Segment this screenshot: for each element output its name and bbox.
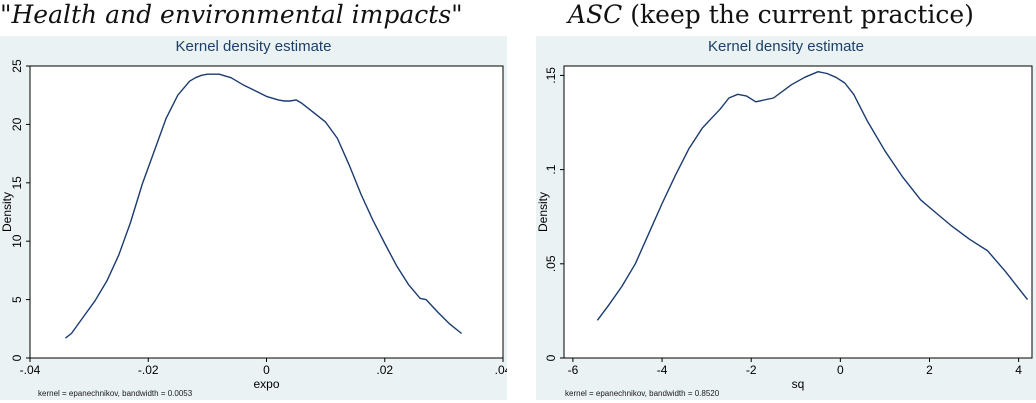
caption-right-italic: ASC [568, 0, 623, 29]
chart-panel-sq: Kernel density estimate 0.05.1.15 -6 -4 -2 0… [536, 36, 1036, 400]
plot-area [29, 65, 504, 359]
x-tick-label: .04 [495, 363, 507, 377]
x-tick-label: -4 [657, 363, 668, 377]
caption-right-rest: (keep the current practice) [622, 0, 974, 29]
y-axis-label: Density [536, 192, 550, 232]
chart-note: kernel = epanechnikov, bandwidth = 0.852… [565, 389, 720, 398]
x-tick-label: 0 [837, 363, 844, 377]
y-tick-label: 25 [10, 59, 24, 73]
x-tick-label: -.04 [20, 363, 41, 377]
x-tick-label: -6 [568, 363, 579, 377]
chart-title: Kernel density estimate [175, 38, 332, 55]
chart-panel-expo: Kernel density estimate 0 5 10 15 20 25 -.04 -.… [0, 36, 507, 400]
x-tick-label: 4 [1015, 363, 1022, 377]
y-tick-label: 5 [10, 296, 24, 303]
x-tick-label: .02 [376, 363, 393, 377]
density-line [65, 73, 463, 339]
caption-right: ASC (keep the current practice) [568, 0, 974, 29]
y-tick-label: 15 [10, 176, 24, 190]
y-tick-label: 0 [10, 354, 24, 361]
x-tick-label: -.02 [138, 363, 159, 377]
caption-left: "Health and environmental impacts" [0, 0, 463, 29]
y-tick-label: .15 [544, 67, 558, 84]
y-tick-label: .05 [544, 255, 558, 272]
y-axis-label: Density [0, 192, 14, 232]
y-tick-label: .1 [544, 164, 558, 174]
y-tick-label: 0 [544, 354, 558, 361]
chart-note: kernel = epanechnikov, bandwidth = 0.005… [38, 389, 193, 398]
density-line [596, 71, 1029, 321]
chart-expo: 0 5 10 15 20 25 -.04 -.02 0 .02 .04 expo Density [0, 59, 507, 391]
x-axis-label: expo [253, 377, 279, 391]
y-tick-label: 20 [10, 117, 24, 131]
x-tick-label: 0 [263, 363, 270, 377]
x-tick-label: 2 [926, 363, 933, 377]
y-tick-label: 10 [10, 234, 24, 248]
plot-area [563, 65, 1033, 359]
chart-sq: 0 .05 .1 .15 -6 -4 -2 0 2 4 sq Density [536, 65, 1033, 391]
x-tick-label: -2 [746, 363, 757, 377]
x-axis-label: sq [792, 377, 805, 391]
chart-title: Kernel density estimate [708, 38, 864, 55]
